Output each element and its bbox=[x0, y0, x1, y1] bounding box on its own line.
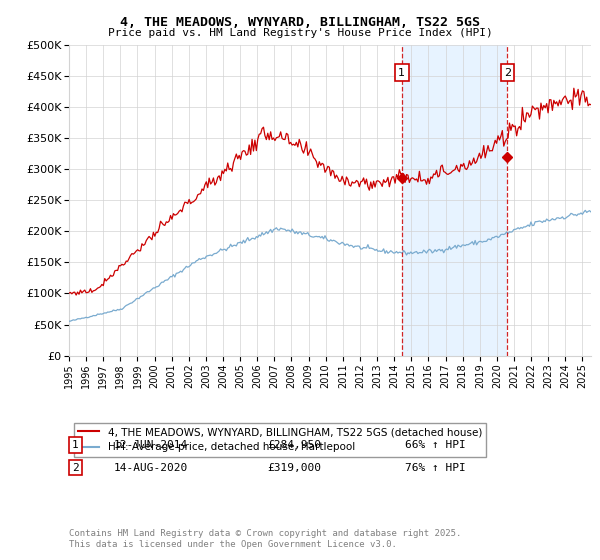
Text: 1: 1 bbox=[72, 440, 79, 450]
Text: Contains HM Land Registry data © Crown copyright and database right 2025.
This d: Contains HM Land Registry data © Crown c… bbox=[69, 529, 461, 549]
Text: 1: 1 bbox=[398, 68, 405, 78]
Bar bbox=[402, 45, 508, 356]
Text: £284,950: £284,950 bbox=[267, 440, 321, 450]
Text: 2: 2 bbox=[504, 68, 511, 78]
Text: Price paid vs. HM Land Registry's House Price Index (HPI): Price paid vs. HM Land Registry's House … bbox=[107, 28, 493, 38]
Text: 66% ↑ HPI: 66% ↑ HPI bbox=[405, 440, 466, 450]
Text: £319,000: £319,000 bbox=[267, 463, 321, 473]
Legend: 4, THE MEADOWS, WYNYARD, BILLINGHAM, TS22 5GS (detached house), HPI: Average pri: 4, THE MEADOWS, WYNYARD, BILLINGHAM, TS2… bbox=[74, 423, 486, 456]
Text: 12-JUN-2014: 12-JUN-2014 bbox=[114, 440, 188, 450]
Text: 2: 2 bbox=[72, 463, 79, 473]
Text: 76% ↑ HPI: 76% ↑ HPI bbox=[405, 463, 466, 473]
Text: 14-AUG-2020: 14-AUG-2020 bbox=[114, 463, 188, 473]
Text: 4, THE MEADOWS, WYNYARD, BILLINGHAM, TS22 5GS: 4, THE MEADOWS, WYNYARD, BILLINGHAM, TS2… bbox=[120, 16, 480, 29]
